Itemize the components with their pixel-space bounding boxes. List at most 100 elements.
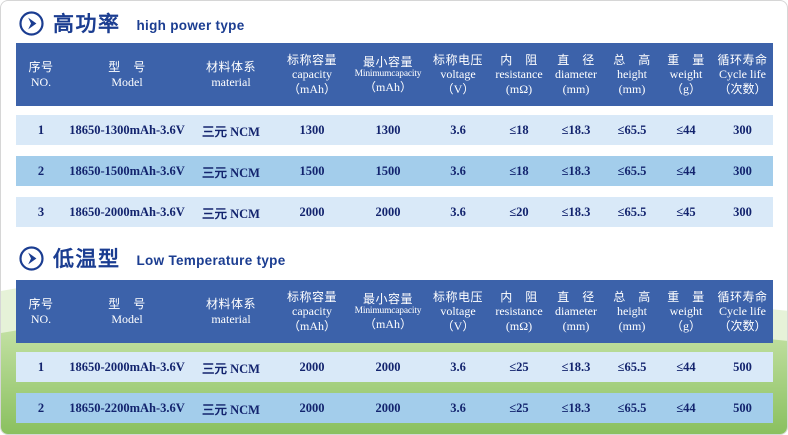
column-header-zh: 序号 — [28, 297, 54, 312]
table-cell: ≤65.5 — [617, 204, 647, 219]
column-header: 直 径 diameter (mm) — [548, 43, 604, 106]
table-cell: ≤18.3 — [561, 359, 591, 374]
column-header-en: material — [211, 311, 251, 326]
table-cell: ≤44 — [676, 163, 696, 178]
column-header-en: capacity — [292, 304, 332, 319]
column-header-unit: （次数） — [718, 81, 767, 96]
table-cell: 2 — [37, 400, 45, 415]
table-cell: ≤18.3 — [561, 122, 591, 137]
column-header-en: weight — [669, 67, 703, 82]
column-header-zh: 最小容量 — [362, 54, 413, 69]
column-header-zh: 最小容量 — [362, 291, 413, 306]
section-title: 低温型 Low Temperature type — [19, 244, 787, 272]
table-cell: 2 — [37, 163, 45, 178]
column-header-unit: （V） — [441, 81, 475, 96]
column-header-zh: 材料体系 — [205, 60, 256, 75]
table-cell: 2000 — [299, 359, 325, 374]
table-cell: 三元 NCM — [202, 165, 260, 180]
column-header-zh: 循环寿命 — [717, 53, 768, 68]
column-header-unit: （mAh） — [363, 80, 412, 95]
column-header-zh: 总 高 — [613, 290, 651, 305]
table-header-row: 序号 NO. 型 号 Model 材料体系 material 标称容量 capa… — [16, 43, 773, 106]
section-title-en: high power type — [136, 17, 245, 33]
table-cell: 3.6 — [450, 163, 466, 178]
column-header-en: Cycle life — [719, 304, 766, 319]
section-title-zh: 高功率 — [53, 13, 121, 36]
table-cell: 三元 NCM — [202, 124, 260, 139]
column-header-unit: （mAh） — [287, 318, 336, 333]
table-cell: 500 — [733, 359, 752, 374]
table-cell: ≤20 — [509, 204, 529, 219]
column-header-unit: （g） — [670, 81, 701, 96]
column-header-zh: 重 量 — [667, 290, 705, 305]
spec-section-high-power: 高功率 high power type 序号 NO. 型 号 Model 材料体… — [1, 9, 787, 227]
column-header: 序号 NO. — [16, 280, 66, 343]
table-cell: 3.6 — [450, 204, 466, 219]
table-cell: ≤44 — [676, 122, 696, 137]
table-row: 1 18650-1300mAh-3.6V 三元 NCM 1300 1300 3.6 ≤18 ≤… — [16, 115, 773, 145]
column-header-en: height — [617, 304, 647, 319]
column-header-zh: 型 号 — [108, 297, 146, 312]
table-cell: 1 — [37, 122, 45, 137]
column-header: 总 高 height (mm) — [604, 280, 660, 343]
table-cell: ≤65.5 — [617, 400, 647, 415]
table-cell: 1 — [37, 359, 45, 374]
table-cell: 300 — [733, 163, 752, 178]
column-header-zh: 循环寿命 — [717, 290, 768, 305]
table-cell: ≤45 — [676, 204, 696, 219]
column-header-en: Model — [111, 74, 143, 89]
column-header: 直 径 diameter (mm) — [548, 280, 604, 343]
column-header-unit: （g） — [670, 318, 701, 333]
column-header-en: material — [211, 74, 251, 89]
table-cell: 18650-1300mAh-3.6V — [69, 122, 185, 137]
section-title: 高功率 high power type — [19, 9, 787, 37]
table-cell: ≤18 — [509, 122, 529, 137]
table-header-row: 序号 NO. 型 号 Model 材料体系 material 标称容量 capa… — [16, 280, 773, 343]
table-cell: ≤65.5 — [617, 122, 647, 137]
table-cell: 1500 — [299, 163, 325, 178]
column-header: 总 高 height (mm) — [604, 43, 660, 106]
table-cell: ≤18 — [509, 163, 529, 178]
column-header-en: resistance — [495, 304, 543, 319]
table-cell: 3.6 — [450, 122, 466, 137]
column-header-unit: (mm) — [562, 81, 590, 96]
column-header-en: Cycle life — [719, 67, 766, 82]
table-cell: ≤44 — [676, 400, 696, 415]
column-header-unit: （mAh） — [363, 317, 412, 332]
column-header-zh: 内 阻 — [500, 290, 538, 305]
column-header: 重 量 weight （g） — [660, 280, 712, 343]
column-header-unit: （次数） — [718, 318, 767, 333]
column-header: 序号 NO. — [16, 43, 66, 106]
table-cell: 2000 — [299, 204, 325, 219]
column-header: 材料体系 material — [188, 280, 274, 343]
column-header: 内 阻 resistance (mΩ) — [490, 43, 548, 106]
column-header: 循环寿命 Cycle life （次数） — [712, 43, 773, 106]
column-header: 重 量 weight （g） — [660, 43, 712, 106]
table-body: 1 18650-1300mAh-3.6V 三元 NCM 1300 1300 3.6 ≤18 ≤… — [1, 115, 787, 227]
table-cell: ≤18.3 — [561, 163, 591, 178]
arrow-circle-icon — [19, 10, 44, 36]
table-row: 2 18650-1500mAh-3.6V 三元 NCM 1500 1500 3.6 ≤18 ≤… — [16, 156, 773, 186]
column-header-zh: 总 高 — [613, 53, 651, 68]
column-header-en: Model — [111, 311, 143, 326]
table-cell: 2000 — [375, 359, 401, 374]
table-row: 1 18650-2000mAh-3.6V 三元 NCM 2000 2000 3.6 ≤25 ≤… — [16, 352, 773, 382]
table-cell: ≤65.5 — [617, 163, 647, 178]
column-header: 标称容量 capacity （mAh） — [274, 280, 350, 343]
table-row: 3 18650-2000mAh-3.6V 三元 NCM 2000 2000 3.6 ≤20 ≤… — [16, 197, 773, 227]
column-header-unit: (mm) — [562, 318, 590, 333]
table-cell: 3.6 — [450, 359, 466, 374]
column-header-zh: 重 量 — [667, 53, 705, 68]
column-header: 循环寿命 Cycle life （次数） — [712, 280, 773, 343]
table-cell: 18650-1500mAh-3.6V — [69, 163, 185, 178]
spec-section-low-temperature: 低温型 Low Temperature type 序号 NO. 型 号 Mode… — [1, 244, 787, 423]
column-header: 型 号 Model — [66, 43, 188, 106]
table-cell: ≤44 — [676, 359, 696, 374]
table-row: 2 18650-2200mAh-3.6V 三元 NCM 2000 2000 3.6 ≤25 ≤… — [16, 393, 773, 423]
table-cell: 300 — [733, 204, 752, 219]
column-header-unit: （mAh） — [287, 81, 336, 96]
table-cell: 1300 — [375, 122, 401, 137]
sections-container: 高功率 high power type 序号 NO. 型 号 Model 材料体… — [1, 9, 787, 423]
table-cell: ≤18.3 — [561, 400, 591, 415]
